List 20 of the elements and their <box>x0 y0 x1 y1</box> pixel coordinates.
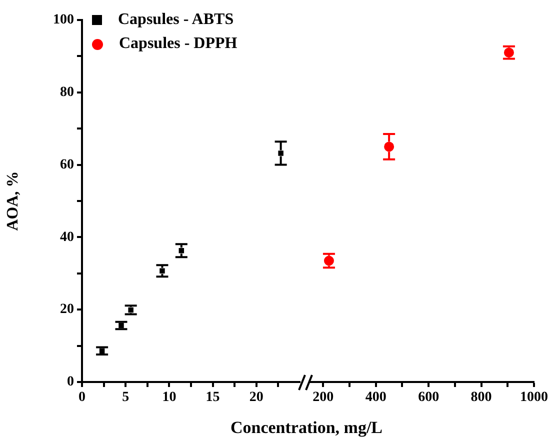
x-tick-label: 800 <box>470 390 492 406</box>
x-tick-label: 200 <box>312 390 334 406</box>
y-tick-label: 60 <box>60 157 74 172</box>
y-tick-label: 40 <box>60 230 74 245</box>
y-tick-label: 0 <box>67 374 74 390</box>
x-tick-label: 600 <box>418 390 440 406</box>
x-tick-label: 5 <box>122 390 130 406</box>
x-axis-title: Concentration, mg/L <box>229 418 384 438</box>
x-tick-label: 400 <box>365 390 386 406</box>
legend-label: Capsules - ABTS <box>118 11 234 28</box>
x-tick-label: 1000 <box>520 390 548 406</box>
x-tick-label: 10 <box>162 390 176 406</box>
y-tick-label: 80 <box>60 85 74 100</box>
y-tick-label: 20 <box>60 302 74 318</box>
x-tick-label: 0 <box>78 390 86 406</box>
x-tick-label: 20 <box>249 390 264 406</box>
y-axis-title: AOA, % <box>4 171 22 231</box>
x-tick-label: 15 <box>206 390 220 406</box>
legend-label: Capsules - DPPH <box>119 35 238 52</box>
y-tick-label: 100 <box>53 12 74 28</box>
